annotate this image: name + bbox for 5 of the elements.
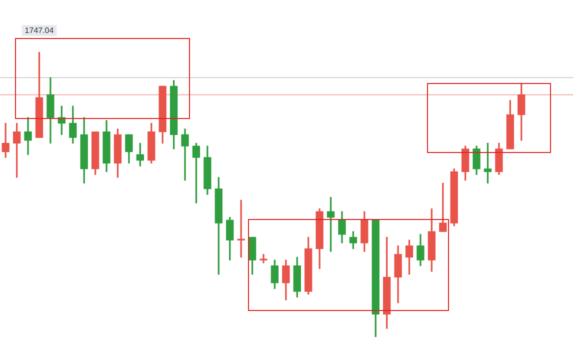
candlestick — [260, 254, 268, 264]
text: 1747.04 — [24, 26, 54, 36]
candlestick — [181, 128, 189, 181]
candlestick — [237, 200, 245, 258]
candlestick — [24, 117, 32, 155]
